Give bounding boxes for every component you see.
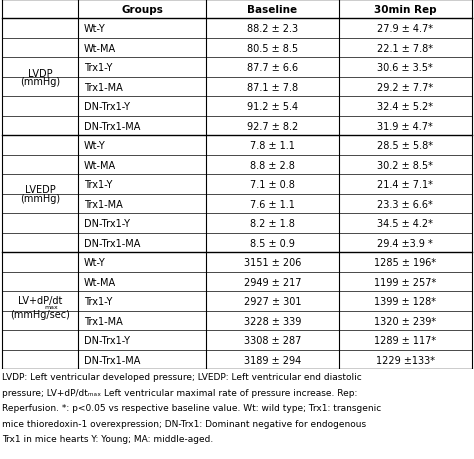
Text: 22.1 ± 7.8*: 22.1 ± 7.8*	[377, 44, 433, 54]
Text: 7.6 ± 1.1: 7.6 ± 1.1	[250, 199, 295, 209]
Text: 30.2 ± 8.5*: 30.2 ± 8.5*	[377, 160, 433, 170]
Text: Wt-MA: Wt-MA	[84, 277, 116, 287]
Text: mice thioredoxin-1 overexpression; DN-Trx1: Dominant negative for endogenous: mice thioredoxin-1 overexpression; DN-Tr…	[2, 419, 366, 428]
Text: 2949 ± 217: 2949 ± 217	[244, 277, 301, 287]
Text: LVEDP: LVEDP	[25, 185, 55, 195]
Text: 21.4 ± 7.1*: 21.4 ± 7.1*	[377, 180, 433, 190]
Text: LVDP: Left ventricular developed pressure; LVEDP: Left ventricular end diastolic: LVDP: Left ventricular developed pressur…	[2, 373, 362, 381]
Text: 88.2 ± 2.3: 88.2 ± 2.3	[247, 24, 298, 34]
Text: 3151 ± 206: 3151 ± 206	[244, 257, 301, 268]
Text: 28.5 ± 5.8*: 28.5 ± 5.8*	[377, 141, 433, 151]
Text: max: max	[44, 304, 58, 309]
Text: 7.1 ± 0.8: 7.1 ± 0.8	[250, 180, 295, 190]
Text: (mmHg/sec): (mmHg/sec)	[10, 309, 70, 319]
Text: DN-Trx1-Y: DN-Trx1-Y	[84, 336, 130, 345]
Text: LV+dP/dt: LV+dP/dt	[18, 296, 63, 306]
Text: DN-Trx1-Y: DN-Trx1-Y	[84, 102, 130, 112]
Text: Trx1-Y: Trx1-Y	[84, 180, 112, 190]
Text: 92.7 ± 8.2: 92.7 ± 8.2	[247, 122, 298, 131]
Text: DN-Trx1-MA: DN-Trx1-MA	[84, 238, 140, 248]
Text: Trx1-Y: Trx1-Y	[84, 63, 112, 73]
Text: 3228 ± 339: 3228 ± 339	[244, 316, 301, 326]
Text: 1285 ± 196*: 1285 ± 196*	[374, 257, 437, 268]
Text: 8.5 ± 0.9: 8.5 ± 0.9	[250, 238, 295, 248]
Text: 1229 ±133*: 1229 ±133*	[376, 355, 435, 365]
Text: 23.3 ± 6.6*: 23.3 ± 6.6*	[377, 199, 433, 209]
Text: 8.2 ± 1.8: 8.2 ± 1.8	[250, 218, 295, 229]
Text: 1320 ± 239*: 1320 ± 239*	[374, 316, 437, 326]
Text: 34.5 ± 4.2*: 34.5 ± 4.2*	[377, 218, 433, 229]
Text: 32.4 ± 5.2*: 32.4 ± 5.2*	[377, 102, 433, 112]
Text: 29.2 ± 7.7*: 29.2 ± 7.7*	[377, 83, 433, 93]
Text: Trx1-MA: Trx1-MA	[84, 199, 123, 209]
Text: 3308 ± 287: 3308 ± 287	[244, 336, 301, 345]
Text: 30.6 ± 3.5*: 30.6 ± 3.5*	[377, 63, 433, 73]
Text: Wt-MA: Wt-MA	[84, 44, 116, 54]
Text: pressure; LV+dP/dtₘₐₓ Left ventricular maximal rate of pressure increase. Rep:: pressure; LV+dP/dtₘₐₓ Left ventricular m…	[2, 388, 358, 397]
Text: (mmHg): (mmHg)	[20, 77, 60, 87]
Text: Baseline: Baseline	[247, 5, 298, 15]
Text: Trx1-Y: Trx1-Y	[84, 297, 112, 307]
Text: (mmHg): (mmHg)	[20, 194, 60, 204]
Text: Groups: Groups	[121, 5, 163, 15]
Text: Trx1 in mice hearts Y: Young; MA: middle-aged.: Trx1 in mice hearts Y: Young; MA: middle…	[2, 434, 214, 443]
Text: Wt-Y: Wt-Y	[84, 141, 106, 151]
Text: 91.2 ± 5.4: 91.2 ± 5.4	[247, 102, 298, 112]
Text: DN-Trx1-MA: DN-Trx1-MA	[84, 122, 140, 131]
Text: Reperfusion. *: p<0.05 vs respective baseline value. Wt: wild type; Trx1: transg: Reperfusion. *: p<0.05 vs respective bas…	[2, 403, 382, 413]
Text: 31.9 ± 4.7*: 31.9 ± 4.7*	[377, 122, 433, 131]
Text: 87.1 ± 7.8: 87.1 ± 7.8	[247, 83, 298, 93]
Text: 2927 ± 301: 2927 ± 301	[244, 297, 301, 307]
Text: Wt-MA: Wt-MA	[84, 160, 116, 170]
Text: 1289 ± 117*: 1289 ± 117*	[374, 336, 437, 345]
Text: 1399 ± 128*: 1399 ± 128*	[374, 297, 436, 307]
Text: 29.4 ±3.9 *: 29.4 ±3.9 *	[377, 238, 433, 248]
Text: DN-Trx1-MA: DN-Trx1-MA	[84, 355, 140, 365]
Text: DN-Trx1-Y: DN-Trx1-Y	[84, 218, 130, 229]
Text: Trx1-MA: Trx1-MA	[84, 316, 123, 326]
Text: Wt-Y: Wt-Y	[84, 257, 106, 268]
Text: Wt-Y: Wt-Y	[84, 24, 106, 34]
Text: 30min Rep: 30min Rep	[374, 5, 437, 15]
Text: 1199 ± 257*: 1199 ± 257*	[374, 277, 437, 287]
Text: 3189 ± 294: 3189 ± 294	[244, 355, 301, 365]
Text: Trx1-MA: Trx1-MA	[84, 83, 123, 93]
Text: 80.5 ± 8.5: 80.5 ± 8.5	[247, 44, 298, 54]
Text: LVDP: LVDP	[28, 68, 53, 78]
Text: 87.7 ± 6.6: 87.7 ± 6.6	[247, 63, 298, 73]
Text: 8.8 ± 2.8: 8.8 ± 2.8	[250, 160, 295, 170]
Text: 7.8 ± 1.1: 7.8 ± 1.1	[250, 141, 295, 151]
Text: 27.9 ± 4.7*: 27.9 ± 4.7*	[377, 24, 433, 34]
